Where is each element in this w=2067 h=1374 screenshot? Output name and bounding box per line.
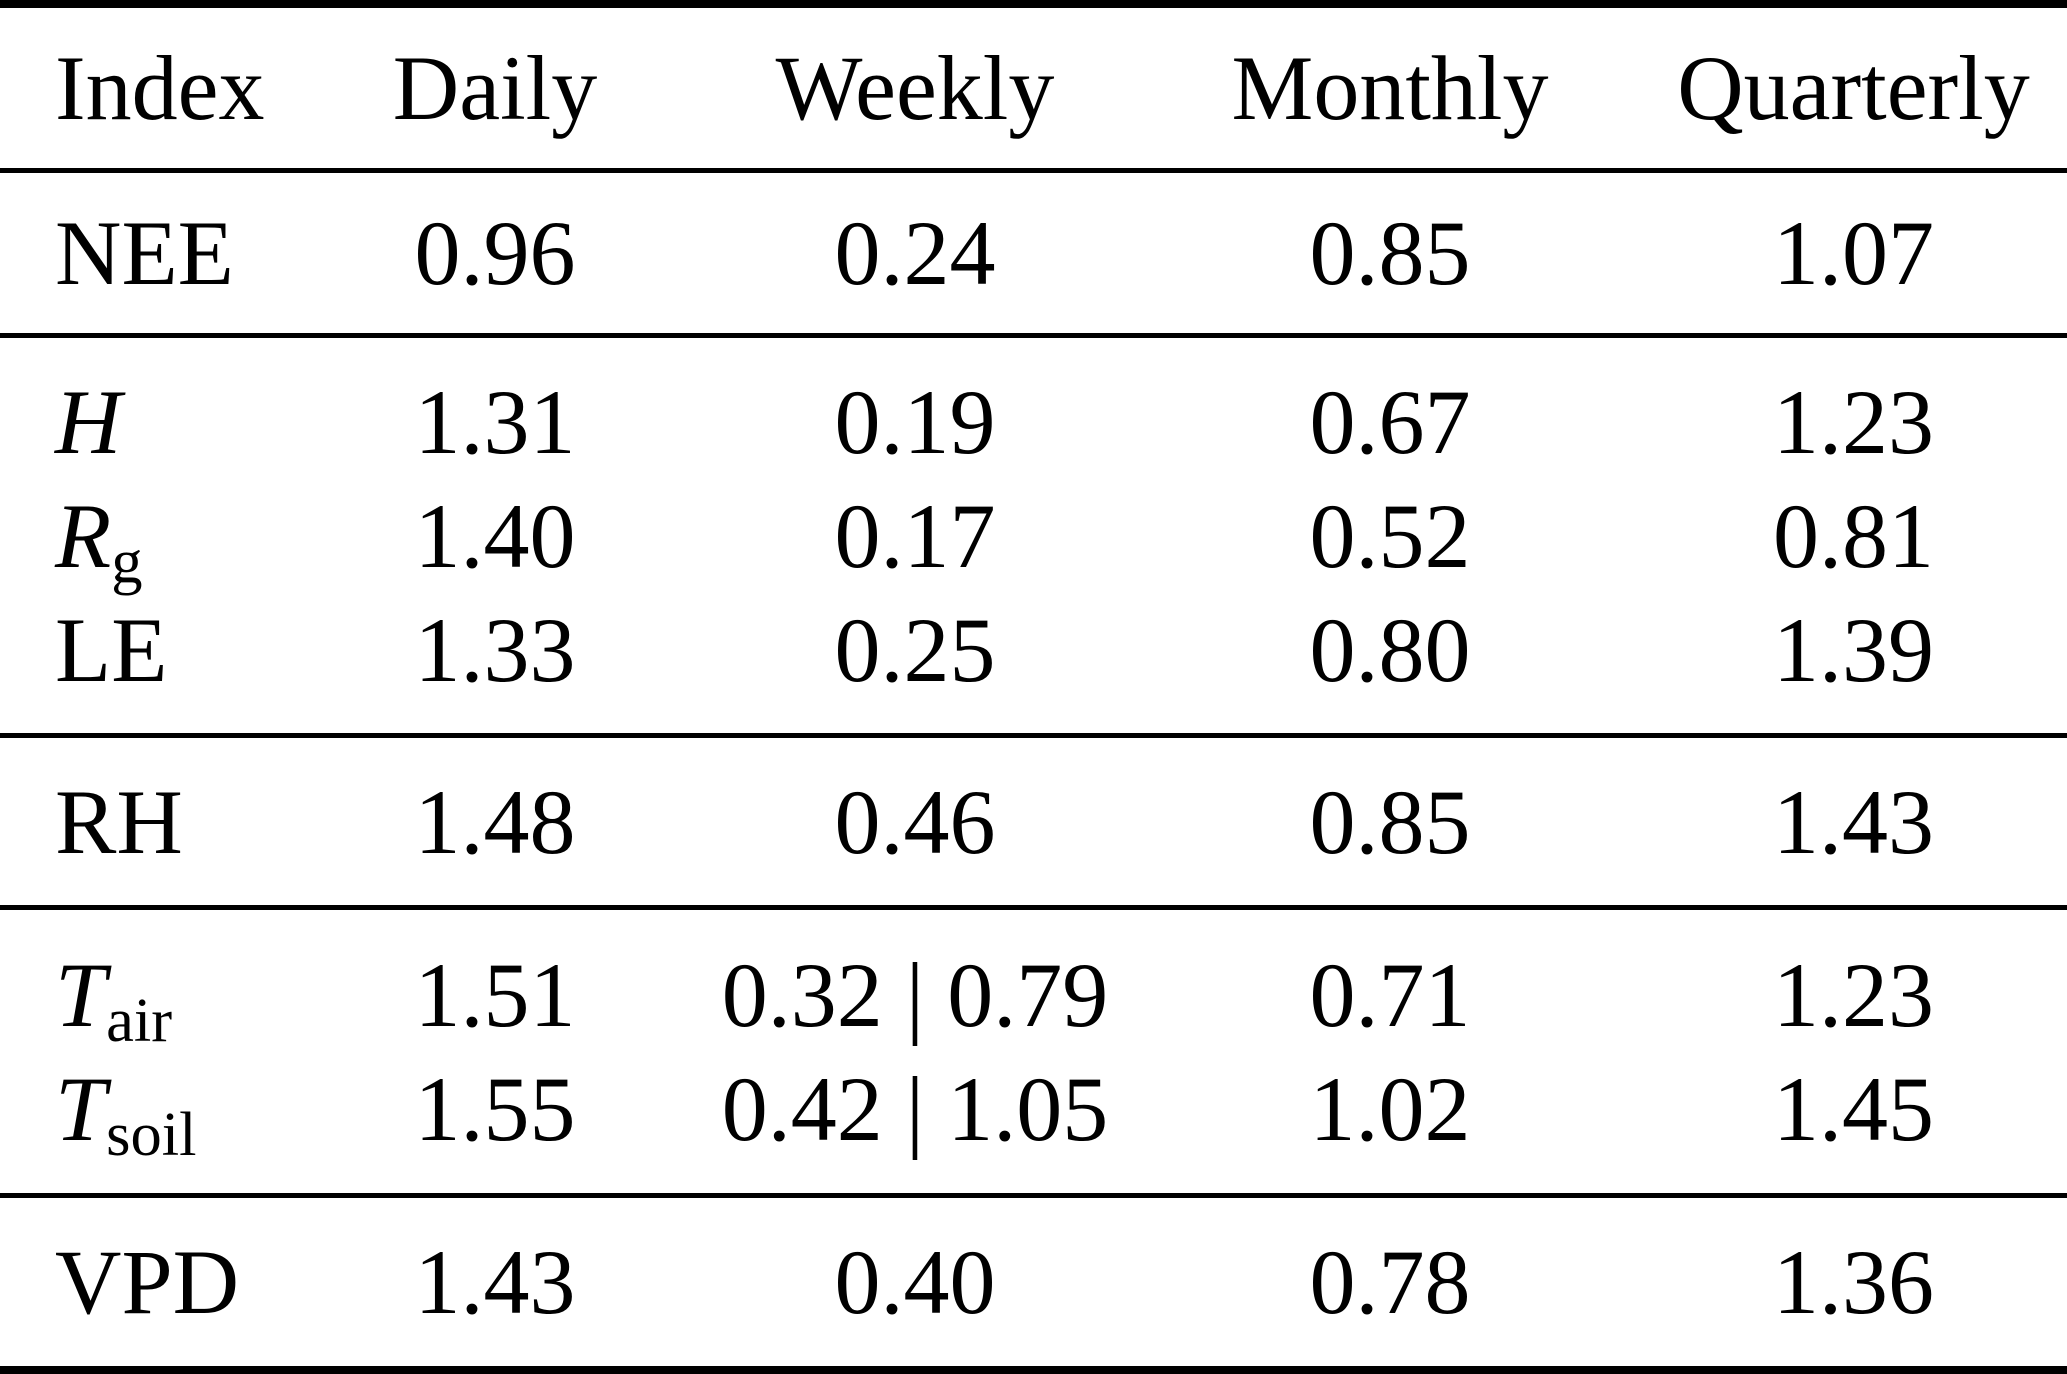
cell-daily: 1.51 xyxy=(414,943,576,1046)
column-header-quarterly: Quarterly xyxy=(1677,37,2030,139)
cell-daily: 1.43 xyxy=(414,1231,576,1333)
cell-monthly: 1.02 xyxy=(1309,1057,1471,1160)
cell-daily: 1.31 xyxy=(414,370,576,473)
cell-quarterly: 1.45 xyxy=(1773,1057,1934,1160)
cell-monthly: 0.71 xyxy=(1309,943,1471,1046)
cell-quarterly: 1.23 xyxy=(1773,370,1934,473)
cell-quarterly: 1.39 xyxy=(1773,598,1934,701)
table-row-vpd: VPD 1.43 0.40 0.78 1.36 xyxy=(0,1225,2067,1339)
cell-daily: 0.96 xyxy=(414,202,576,304)
cell-monthly: 0.80 xyxy=(1309,598,1471,701)
table-row-tair: Tair 1.51 0.32 | 0.79 0.71 1.23 xyxy=(0,938,2067,1052)
cell-daily: 1.55 xyxy=(414,1057,576,1160)
row-label-tair: Tair xyxy=(55,943,173,1055)
table-section-rule xyxy=(0,333,2067,338)
cell-weekly: 0.19 xyxy=(834,370,996,473)
table-section-rule xyxy=(0,733,2067,738)
row-label-le: LE xyxy=(55,598,168,701)
column-header-weekly: Weekly xyxy=(775,37,1055,139)
cell-monthly: 0.85 xyxy=(1309,202,1471,304)
cell-quarterly: 1.43 xyxy=(1773,770,1934,873)
table-section-rule xyxy=(0,905,2067,910)
row-label-subscript: air xyxy=(106,984,173,1055)
table-row-le: LE 1.33 0.25 0.80 1.39 xyxy=(0,593,2067,707)
section-fluxes: H 1.31 0.19 0.67 1.23 Rg 1.40 0.17 0.52 … xyxy=(0,338,2067,733)
row-label-subscript: soil xyxy=(106,1098,197,1169)
table-header-section: Index Daily Weekly Monthly Quarterly xyxy=(0,8,2067,168)
table-row-tsoil: Tsoil 1.55 0.42 | 1.05 1.02 1.45 xyxy=(0,1052,2067,1166)
cell-weekly: 0.40 xyxy=(834,1231,996,1333)
cell-monthly: 0.52 xyxy=(1309,484,1471,587)
cell-daily: 1.33 xyxy=(414,598,576,701)
cell-weekly: 0.24 xyxy=(834,202,996,304)
column-header-daily: Daily xyxy=(392,37,598,139)
table-top-rule xyxy=(0,0,2067,8)
row-label-subscript: g xyxy=(111,525,143,596)
row-label-nee: NEE xyxy=(55,202,234,304)
cell-weekly: 0.42 | 1.05 xyxy=(721,1057,1109,1160)
cell-quarterly: 1.23 xyxy=(1773,943,1934,1046)
section-nee: NEE 0.96 0.24 0.85 1.07 xyxy=(0,173,2067,333)
table-section-rule xyxy=(0,1193,2067,1198)
cell-weekly: 0.32 | 0.79 xyxy=(721,943,1109,1046)
row-label-vpd: VPD xyxy=(55,1231,240,1333)
row-label-rh: RH xyxy=(55,770,183,873)
cell-weekly: 0.46 xyxy=(834,770,996,873)
cell-quarterly: 1.07 xyxy=(1773,202,1934,304)
section-vpd: VPD 1.43 0.40 0.78 1.36 xyxy=(0,1198,2067,1366)
table-row-h: H 1.31 0.19 0.67 1.23 xyxy=(0,365,2067,479)
table-row-nee: NEE 0.96 0.24 0.85 1.07 xyxy=(0,196,2067,310)
table-section-rule xyxy=(0,168,2067,173)
table-row-rh: RH 1.48 0.46 0.85 1.43 xyxy=(0,765,2067,879)
column-header-monthly: Monthly xyxy=(1231,37,1549,139)
table-row-rg: Rg 1.40 0.17 0.52 0.81 xyxy=(0,479,2067,593)
row-label-rg: Rg xyxy=(55,484,143,596)
cell-quarterly: 1.36 xyxy=(1773,1231,1934,1333)
cell-daily: 1.48 xyxy=(414,770,576,873)
cell-quarterly: 0.81 xyxy=(1773,484,1934,587)
cell-monthly: 0.85 xyxy=(1309,770,1471,873)
cell-weekly: 0.17 xyxy=(834,484,996,587)
header-row: Index Daily Weekly Monthly Quarterly xyxy=(0,31,2067,145)
table-bottom-rule xyxy=(0,1366,2067,1374)
section-temperature: Tair 1.51 0.32 | 0.79 0.71 1.23 Tsoil 1.… xyxy=(0,910,2067,1193)
section-rh: RH 1.48 0.46 0.85 1.43 xyxy=(0,738,2067,905)
row-label-h: H xyxy=(55,370,122,473)
row-label-tsoil: Tsoil xyxy=(55,1057,197,1169)
cell-weekly: 0.25 xyxy=(834,598,996,701)
column-header-index: Index xyxy=(55,37,265,139)
cell-daily: 1.40 xyxy=(414,484,576,587)
cell-monthly: 0.78 xyxy=(1309,1231,1471,1333)
cell-monthly: 0.67 xyxy=(1309,370,1471,473)
